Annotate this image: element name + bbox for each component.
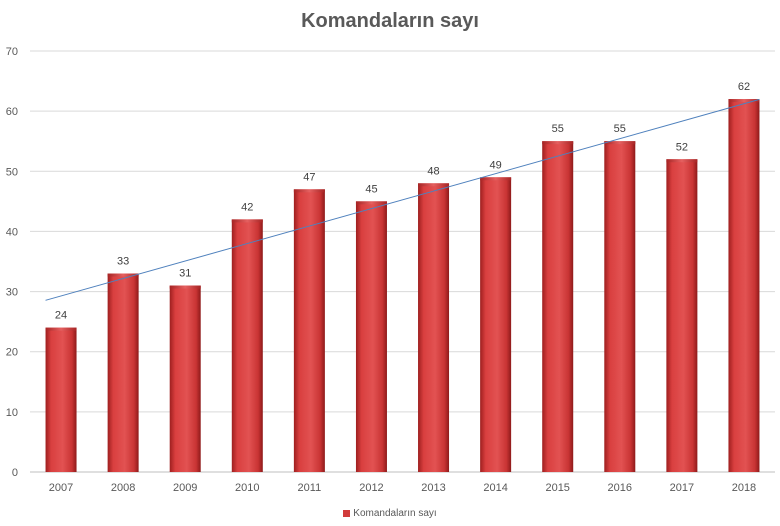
y-tick-label: 10 [6,407,18,419]
x-tick-label: 2008 [111,482,135,494]
data-label: 49 [490,159,502,171]
data-label: 24 [55,310,67,322]
bar-cap [666,159,698,163]
bar [107,273,139,472]
y-tick-label: 50 [6,166,18,178]
x-tick-label: 2007 [49,482,73,494]
data-label: 45 [365,183,377,195]
data-label: 62 [738,81,750,93]
bar [169,285,201,472]
bar [480,177,512,473]
y-tick-label: 20 [6,347,18,359]
x-tick-label: 2014 [483,482,507,494]
x-tick-label: 2009 [173,482,197,494]
bar-cap [293,189,325,193]
data-label: 55 [614,123,626,135]
bar-cap [355,201,387,205]
bar [231,219,263,472]
x-tick-label: 2012 [359,482,383,494]
x-tick-label: 2016 [608,482,632,494]
x-axis-ticks: 2007 2008 2009 2010 2011 2012 2013 2014 2015 2016… [49,482,756,494]
y-axis-ticks: 0 10 20 30 40 50 60 70 [6,46,18,479]
bar-cap [45,327,77,331]
bar-cap [231,219,263,223]
bar [293,189,325,473]
x-tick-label: 2010 [235,482,259,494]
bar-cap [418,183,450,187]
x-tick-label: 2018 [732,482,756,494]
data-label: 52 [676,141,688,153]
x-tick-label: 2017 [670,482,694,494]
y-tick-label: 40 [6,226,18,238]
y-tick-label: 60 [6,106,18,118]
legend-label: Komandaların sayı [353,508,437,519]
bar [666,159,698,472]
data-label: 55 [552,123,564,135]
x-tick-label: 2011 [298,482,322,494]
bar-cap [542,141,574,145]
data-label: 48 [427,165,439,177]
legend-swatch [343,510,351,517]
bar-cap [480,177,512,181]
bar [728,99,760,472]
bar [418,183,450,473]
y-tick-label: 0 [12,467,18,479]
data-label: 33 [117,256,129,268]
bars [45,99,760,473]
data-label: 47 [303,171,315,183]
bar [45,327,77,472]
gridlines [30,50,775,473]
bar-cap [107,273,139,277]
bar-cap [604,141,636,145]
x-tick-label: 2015 [545,482,569,494]
data-label: 42 [241,201,253,213]
legend: Komandaların sayı [0,508,780,519]
data-labels: 24 33 31 42 47 45 48 49 55 55 52 62 [55,81,750,322]
bar [542,141,574,472]
x-tick-label: 2013 [421,482,445,494]
y-tick-label: 70 [6,46,18,58]
bar-cap [728,99,760,103]
bar [355,201,387,472]
bar-cap [169,285,201,289]
trendline [45,98,760,301]
chart-title: Komandaların sayı [301,10,479,32]
y-tick-label: 30 [6,287,18,299]
data-label: 31 [179,268,191,280]
bar [604,141,636,472]
trendline-group [45,98,760,301]
